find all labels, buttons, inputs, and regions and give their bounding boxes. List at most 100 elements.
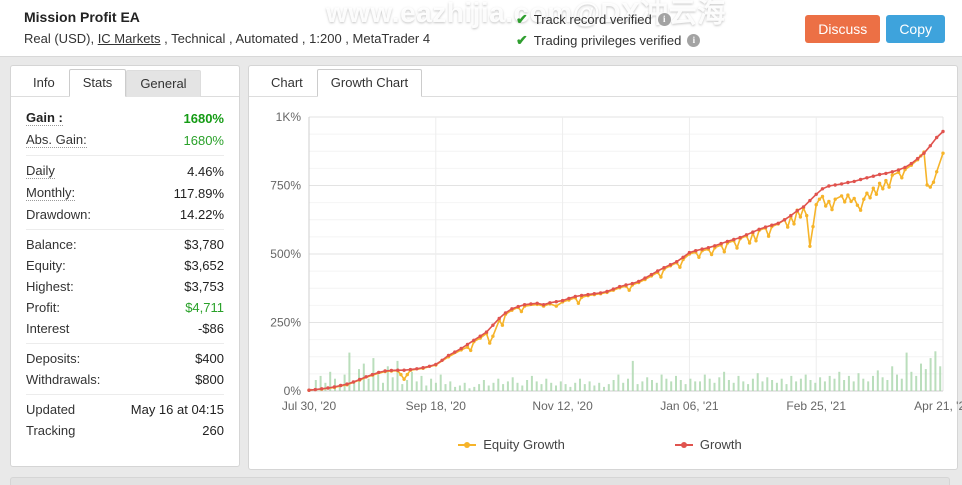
account-attributes: , Technical , Automated , 1:200 , MetaTr… [160,31,431,46]
data-point [427,364,432,368]
data-point [735,246,739,250]
tab-growth-chart[interactable]: Growth Chart [316,69,423,97]
data-point [497,316,501,321]
volume-bar [444,384,447,391]
volume-bar [627,378,629,391]
legend-item-growth[interactable]: Growth [674,437,742,452]
volume-bar [535,381,538,391]
data-point [541,303,546,307]
volume-bar [458,385,461,391]
data-point [852,179,856,184]
volume-bar [694,381,697,391]
volume-bar [574,382,577,391]
copy-button[interactable]: Copy [886,15,945,43]
volume-bar [314,380,317,391]
drawdown-value: 14.22% [179,207,224,222]
volume-bar [588,381,591,391]
volume-bar [775,382,778,391]
data-point [465,345,470,349]
stat-row-deposits: Deposits: $400 [26,348,224,369]
volume-bar [487,385,490,391]
monthly-label[interactable]: Monthly: [26,185,76,201]
volume-bar [742,381,745,391]
volume-bar [324,382,327,391]
data-point [747,241,752,245]
tab-general[interactable]: General [126,70,201,97]
data-point [852,196,856,201]
legend-item-equity-growth[interactable]: Equity Growth [458,437,565,452]
data-point [554,304,558,308]
data-point [358,377,362,382]
volume-bar [876,370,879,391]
volume-bar [703,374,706,391]
data-point [811,224,815,229]
data-point [491,334,495,338]
interest-label: Interest [26,321,70,336]
data-point [789,213,793,218]
tab-stats[interactable]: Stats [68,69,127,97]
data-point [732,237,736,242]
data-point [567,296,571,301]
data-point [881,187,885,191]
volume-bar [896,374,898,391]
stat-row-equity: Equity: $3,652 [26,255,224,276]
gain-label[interactable]: Gain : [26,110,63,126]
data-point [529,302,533,306]
data-point [900,176,904,180]
data-point [862,197,866,201]
volume-bar [920,363,922,391]
data-point [332,385,337,389]
volume-bar [338,384,341,391]
data-point [307,388,311,392]
daily-value: 4.46% [187,163,224,179]
equity-label: Equity: [26,258,66,273]
volume-bar [319,375,322,391]
volume-bar [530,375,533,391]
stat-row-gain: Gain : 1680% [26,107,224,129]
volume-bar [410,371,413,391]
volume-bar [468,388,471,391]
x-axis-label: Sep 18, '20 [406,399,467,413]
data-point [877,181,882,185]
volume-bar [502,384,505,391]
data-point [776,221,780,225]
data-point [453,350,457,354]
growth-chart-canvas[interactable]: 0% 250% 500% 750% 1K% Jul 30, '20 Sep 18, '20 N… [251,103,962,435]
volume-bar [598,382,601,391]
data-point [827,184,831,188]
volume-bar [343,374,346,391]
stat-row-drawdown: Drawdown: 14.22% [26,204,224,225]
stat-row-monthly: Monthly: 117.89% [26,182,224,204]
meta-group: Updated May 16 at 04:15 Tracking 260 [26,394,224,445]
stats-panel: Info Stats General Gain : 1680% Abs. Gai… [10,65,240,467]
broker-link[interactable]: IC Markets [97,31,161,46]
daily-label[interactable]: Daily [26,163,55,179]
tracking-label: Tracking [26,423,76,438]
volume-bar [766,377,769,391]
info-icon[interactable]: i [657,13,671,26]
data-point [421,366,425,370]
stat-row-withdrawals: Withdrawals: $800 [26,369,224,390]
stats-tabs: Info Stats General [11,66,239,97]
volume-bar [612,380,615,391]
volume-bar [526,380,529,391]
gain-group: Gain : 1680% Abs. Gain: 1680% [26,103,224,155]
account-title: Mission Profit EA [24,9,140,25]
volume-bar [675,375,677,391]
tab-chart[interactable]: Chart [271,75,303,90]
data-point [887,185,891,189]
data-point [605,289,609,294]
chart-panel: Chart Growth Chart 0% 250% 500% 750% 1K% Jul … [248,65,962,470]
data-point [941,151,945,155]
volume-bar [761,381,764,391]
data-point [554,300,558,304]
abs-gain-label[interactable]: Abs. Gain: [26,132,87,148]
discuss-button[interactable]: Discuss [805,15,881,43]
tab-info[interactable]: Info [33,75,55,90]
info-icon[interactable]: i [687,34,701,47]
data-point [814,203,818,207]
data-point [719,241,723,246]
data-point [700,247,704,251]
data-point [488,341,492,345]
balance-group: Balance: $3,780 Equity: $3,652 Highest: … [26,229,224,343]
